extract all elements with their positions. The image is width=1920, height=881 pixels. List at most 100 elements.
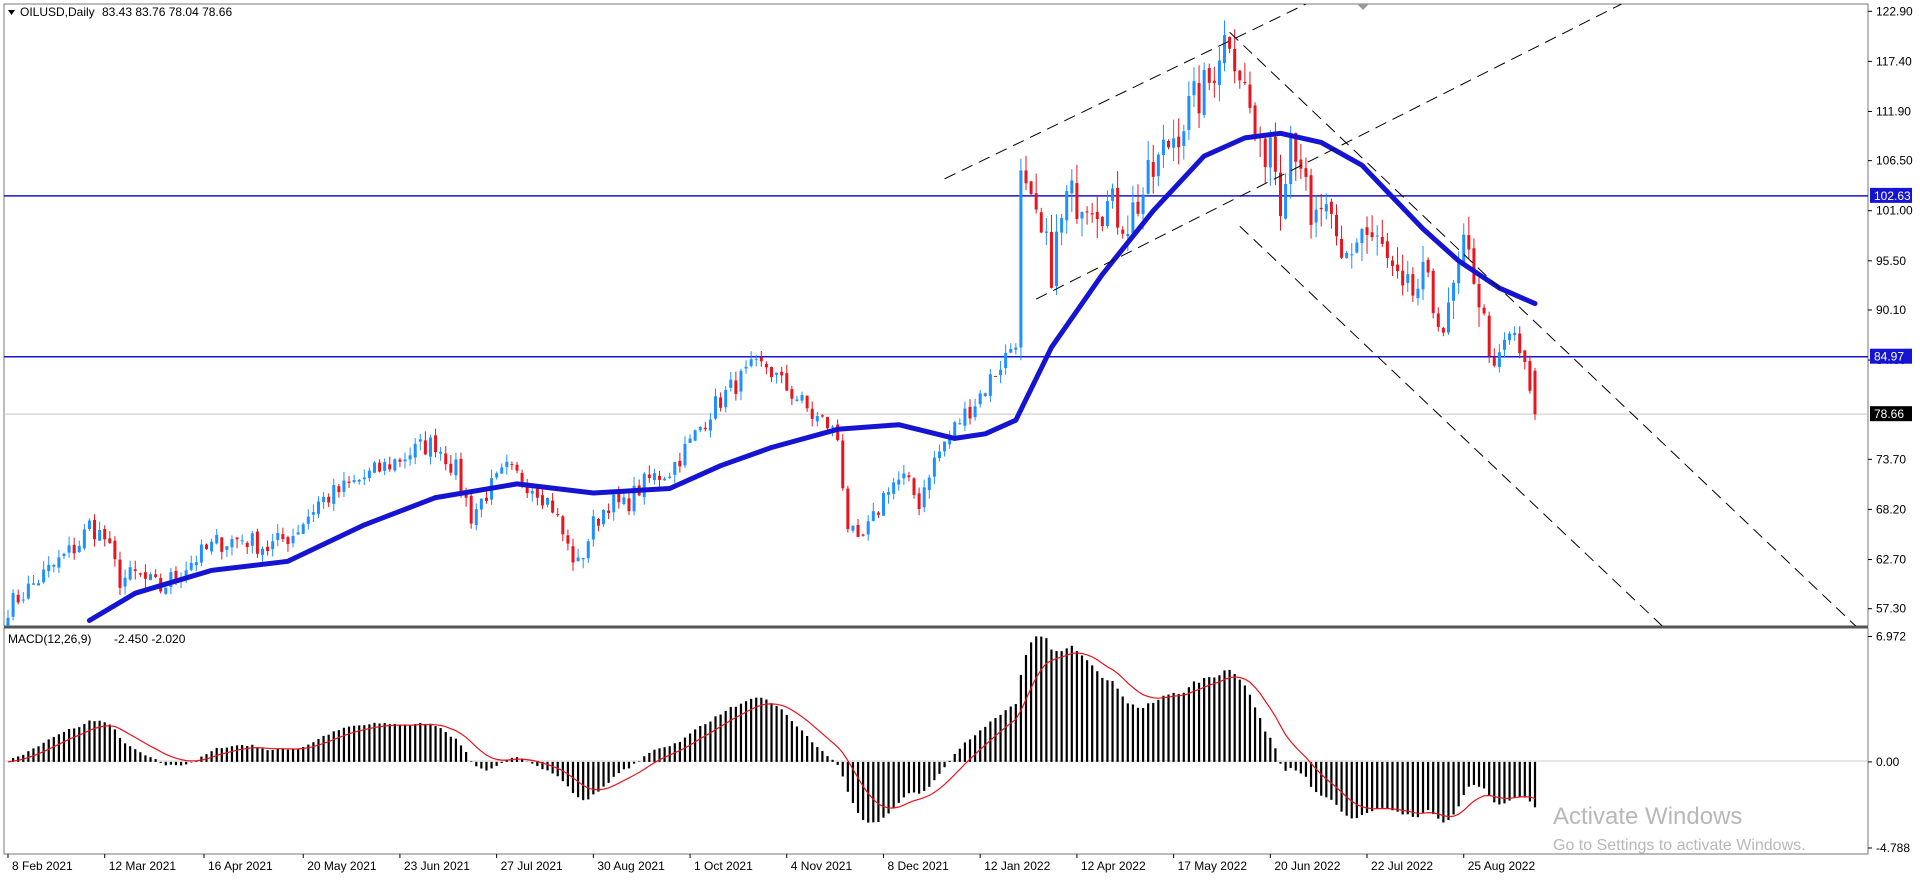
channel-down-line-1[interactable] bbox=[1229, 31, 1857, 626]
candle bbox=[205, 543, 209, 550]
channel-upper-line-2[interactable] bbox=[1035, 4, 1622, 300]
time-tick-label: 20 May 2021 bbox=[307, 859, 377, 873]
candle bbox=[316, 496, 320, 518]
candle bbox=[1085, 206, 1089, 225]
candle bbox=[296, 524, 300, 535]
candle bbox=[138, 572, 142, 577]
candle bbox=[932, 450, 936, 485]
candle bbox=[398, 457, 402, 468]
candle bbox=[892, 477, 896, 500]
chart-shift-marker[interactable] bbox=[1357, 4, 1369, 10]
macd-signal-line bbox=[7, 652, 1536, 818]
candle bbox=[1294, 132, 1298, 182]
candle bbox=[210, 538, 214, 555]
macd-tick-label: 6.972 bbox=[1876, 630, 1906, 644]
candle bbox=[591, 509, 595, 547]
candle bbox=[337, 483, 341, 498]
candle bbox=[1436, 307, 1440, 332]
time-axis[interactable]: 8 Feb 2021 12 Mar 2021 16 Apr 2021 20 May 2… bbox=[4, 853, 1868, 873]
candle bbox=[1421, 245, 1425, 301]
candle bbox=[408, 447, 412, 466]
candle bbox=[1492, 348, 1496, 368]
collapse-triangle-icon[interactable] bbox=[8, 10, 15, 15]
candle bbox=[785, 364, 789, 392]
candle bbox=[546, 497, 550, 508]
candle bbox=[423, 431, 427, 455]
price-tick-label: 117.40 bbox=[1876, 54, 1912, 68]
candle bbox=[1406, 260, 1410, 292]
candle bbox=[627, 491, 631, 515]
time-tick-label: 12 Jan 2022 bbox=[984, 859, 1050, 873]
candle bbox=[82, 523, 86, 551]
candle bbox=[927, 474, 931, 499]
candle bbox=[87, 518, 91, 532]
candle bbox=[683, 436, 687, 468]
candle bbox=[937, 444, 941, 462]
candle bbox=[571, 538, 575, 571]
candle bbox=[6, 609, 10, 626]
candle bbox=[876, 511, 880, 519]
candle bbox=[128, 560, 132, 581]
candle bbox=[602, 509, 606, 527]
time-tick-label: 20 Jun 2022 bbox=[1274, 859, 1340, 873]
candle bbox=[1146, 140, 1150, 195]
candle bbox=[764, 361, 768, 375]
candle bbox=[1329, 198, 1333, 229]
candle bbox=[1167, 139, 1171, 150]
candle bbox=[841, 434, 845, 491]
candle bbox=[1202, 62, 1206, 118]
candle bbox=[383, 458, 387, 476]
candle bbox=[250, 531, 254, 554]
channel-upper-line-1[interactable] bbox=[944, 4, 1307, 180]
price-axis[interactable]: 122.90 117.40 111.90 106.50 101.00 95.50 90.10… bbox=[1868, 4, 1913, 616]
candle bbox=[1523, 349, 1527, 370]
candle bbox=[495, 471, 499, 480]
candle bbox=[1508, 331, 1512, 345]
candle bbox=[118, 551, 122, 595]
candle bbox=[897, 471, 901, 491]
candle bbox=[26, 575, 30, 600]
candle bbox=[57, 549, 61, 573]
time-tick-label: 25 Aug 2022 bbox=[1468, 859, 1536, 873]
candle bbox=[678, 452, 682, 473]
candle bbox=[652, 468, 656, 485]
candle bbox=[1487, 311, 1491, 363]
candle bbox=[1182, 124, 1186, 160]
candle bbox=[1340, 225, 1344, 260]
candle bbox=[52, 563, 56, 573]
macd-axis[interactable]: 6.972 0.00 -4.788 bbox=[1868, 630, 1910, 855]
candle bbox=[388, 456, 392, 472]
level-price-tag: 102.63 bbox=[1870, 187, 1912, 203]
candle bbox=[688, 434, 692, 443]
candle bbox=[403, 452, 407, 469]
candle bbox=[1268, 129, 1272, 186]
candle bbox=[1243, 62, 1247, 86]
price-tick-label: 111.90 bbox=[1876, 104, 1911, 118]
macd-tick-label: -4.788 bbox=[1876, 841, 1910, 855]
candle bbox=[332, 478, 336, 511]
candle bbox=[123, 569, 127, 595]
channel-down-line-2[interactable] bbox=[1239, 225, 1663, 626]
candle bbox=[770, 366, 773, 383]
candle bbox=[1070, 169, 1074, 212]
candle bbox=[1131, 185, 1135, 235]
candle bbox=[500, 463, 504, 474]
candle bbox=[917, 487, 921, 516]
macd-tick-label: 0.00 bbox=[1876, 755, 1900, 769]
candle bbox=[393, 458, 397, 473]
candle bbox=[230, 535, 234, 556]
candle bbox=[1223, 20, 1227, 72]
candle bbox=[322, 492, 326, 509]
candle bbox=[734, 371, 738, 401]
candle bbox=[1100, 215, 1104, 232]
time-tick-label: 27 Jul 2021 bbox=[501, 859, 563, 873]
candle bbox=[673, 461, 677, 484]
svg-text:102.63: 102.63 bbox=[1874, 189, 1911, 203]
candle bbox=[1360, 227, 1364, 262]
candle bbox=[1467, 216, 1471, 259]
candle bbox=[42, 561, 46, 584]
candle bbox=[357, 478, 361, 485]
candle bbox=[993, 375, 997, 377]
candle bbox=[261, 546, 264, 563]
